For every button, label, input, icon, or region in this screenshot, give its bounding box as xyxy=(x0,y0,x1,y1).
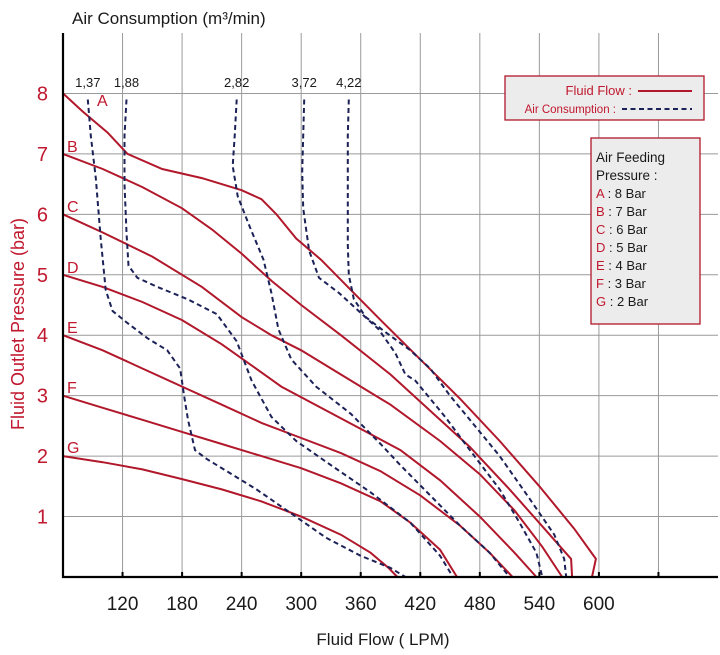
y-tick-label: 7 xyxy=(37,144,48,166)
pressure-box-title: Pressure : xyxy=(596,168,658,183)
y-tick-label: 1 xyxy=(37,507,48,529)
air-consumption-curve-1-88 xyxy=(123,99,454,578)
grid xyxy=(63,33,718,577)
fluid-flow-curve-d xyxy=(62,273,538,578)
pressure-box-text: Air Feeding Pressure : A : 8 Bar B : 7 Bar C… xyxy=(596,150,665,309)
curve-label-g: G xyxy=(67,440,79,457)
legend-air-label: Air Consumption : xyxy=(525,104,616,116)
curve-label-f: F xyxy=(67,380,77,397)
y-tick-label: 3 xyxy=(37,386,48,408)
y-tick-label: 5 xyxy=(37,265,48,287)
x-axis-label: Fluid Flow ( LPM) xyxy=(316,630,449,649)
pressure-box-item: C : 6 Bar xyxy=(596,222,648,237)
fluid-flow-series xyxy=(62,92,597,578)
x-tick-label: 540 xyxy=(524,594,556,615)
air-consumption-label: 4,22 xyxy=(336,75,361,90)
fluid-flow-curve-b xyxy=(62,152,574,578)
y-axis-label: Fluid Outlet Pressure (bar) xyxy=(8,218,28,430)
curve-label-a: A xyxy=(97,93,108,110)
pressure-box: Air Feeding Pressure : A : 8 Bar B : 7 Bar C… xyxy=(590,137,701,325)
pressure-box-item: B : 7 Bar xyxy=(596,204,647,219)
fluid-flow-curve-a xyxy=(62,92,597,578)
curve-label-c: C xyxy=(67,199,79,216)
y-tick-label: 4 xyxy=(37,325,48,347)
fluid-flow-curve-e xyxy=(62,334,514,578)
curve-label-e: E xyxy=(67,320,78,337)
curve-label-b: B xyxy=(67,139,78,156)
x-tick-label: 480 xyxy=(464,594,496,615)
pressure-box-item: G : 2 Bar xyxy=(596,294,649,309)
pressure-box-item: E : 4 Bar xyxy=(596,258,647,273)
fluid-flow-curve-f xyxy=(62,394,458,578)
labels: 1 2 3 4 5 6 7 8 120 180 240 300 360 420 480 540 600 1,37 1… xyxy=(37,75,615,615)
air-consumption-curve-4-22 xyxy=(346,99,568,578)
legend-box xyxy=(504,75,705,121)
y-tick-label: 8 xyxy=(37,83,48,105)
axes xyxy=(61,33,718,579)
air-consumption-series xyxy=(86,99,568,578)
legend-fluid-label: Fluid Flow : xyxy=(566,83,632,98)
x-tick-label: 120 xyxy=(107,594,139,615)
x-tick-label: 600 xyxy=(583,594,615,615)
legend: Fluid Flow : Air Consumption : xyxy=(504,75,705,121)
air-consumption-label: 2,82 xyxy=(224,75,249,90)
x-tick-label: 420 xyxy=(404,594,436,615)
air-consumption-label: 1,88 xyxy=(114,75,139,90)
pressure-box-item: F : 3 Bar xyxy=(596,276,647,291)
pressure-box-item: D : 5 Bar xyxy=(596,240,648,255)
x-tick-label: 360 xyxy=(345,594,377,615)
x-tick-label: 240 xyxy=(226,594,258,615)
air-consumption-curve-3-72 xyxy=(301,99,544,578)
x-tick-label: 300 xyxy=(285,594,317,615)
air-consumption-label: 1,37 xyxy=(75,75,100,90)
air-consumption-curve-2-82 xyxy=(231,99,511,578)
pressure-box-title: Air Feeding xyxy=(596,150,665,165)
pressure-box-frame xyxy=(590,137,701,325)
curve-label-d: D xyxy=(67,260,79,277)
air-consumption-label: 3,72 xyxy=(292,75,317,90)
fluid-flow-curve-g xyxy=(62,455,399,578)
air-consumption-curve-1-37 xyxy=(86,99,406,578)
pressure-box-item: A : 8 Bar xyxy=(596,186,647,201)
chart-title: Air Consumption (m³/min) xyxy=(72,9,266,28)
y-tick-label: 2 xyxy=(37,446,48,468)
y-tick-label: 6 xyxy=(37,204,48,226)
x-tick-label: 180 xyxy=(166,594,198,615)
